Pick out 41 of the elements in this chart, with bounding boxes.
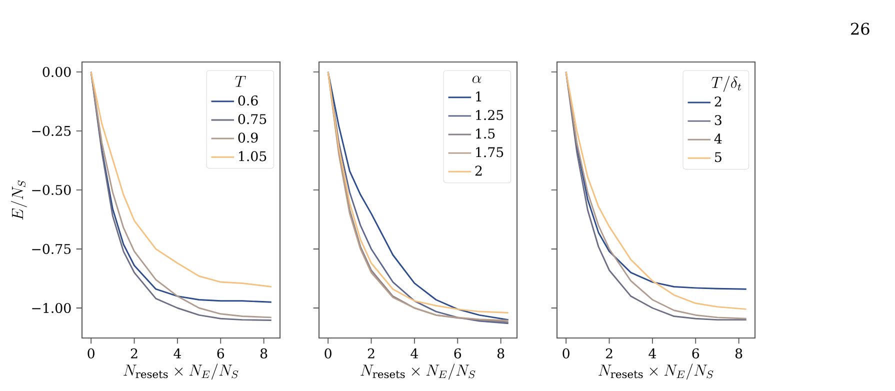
legend-label: 2 xyxy=(475,166,482,176)
x-tick-label: 2 xyxy=(130,348,138,358)
x-axis-title: $N_{\mathrm{resets}} \times N_E/N_S$ xyxy=(360,364,476,380)
legend-title: $T$ xyxy=(235,76,246,87)
legend-label: 0.9 xyxy=(238,132,258,143)
x-tick-label: 2 xyxy=(606,348,612,358)
legend-label: 1.25 xyxy=(476,110,504,120)
y-tick-label: −0.75 xyxy=(32,244,71,254)
x-axis-title: $N_{\mathrm{resets}} \times N_E/N_S$ xyxy=(124,364,238,380)
x-axis-title: $N_{\mathrm{resets}} \times N_E/N_S$ xyxy=(598,364,714,380)
legend-label: 5 xyxy=(715,152,722,162)
legend-label: 1.75 xyxy=(476,147,504,158)
legend-title: $T/\delta_t$ xyxy=(712,76,742,92)
y-tick-label: −0.25 xyxy=(32,126,71,136)
legend-label: 4 xyxy=(714,134,722,144)
x-tick-label: 8 xyxy=(735,348,742,358)
legend-label: 1.5 xyxy=(476,128,495,139)
legend-label: 0.6 xyxy=(238,95,258,106)
x-tick-label: 0 xyxy=(324,348,332,358)
y-axis-title: $E/N_S$ xyxy=(10,180,27,220)
x-tick-label: 2 xyxy=(368,348,374,358)
legend-label: 0.75 xyxy=(238,114,266,124)
x-tick-label: 0 xyxy=(562,348,570,358)
x-tick-label: 8 xyxy=(260,348,268,358)
text: 26 xyxy=(851,22,870,35)
legend-label: 2 xyxy=(714,96,722,106)
legend-label: 1 xyxy=(476,91,482,102)
x-tick-label: 4 xyxy=(410,348,418,358)
y-tick-label: −0.50 xyxy=(32,184,71,195)
legend-label: 3 xyxy=(714,115,722,126)
x-tick-label: 4 xyxy=(648,348,656,358)
x-tick-label: 6 xyxy=(454,348,462,358)
legend-title: $\alpha$ xyxy=(472,76,482,83)
x-tick-label: 0 xyxy=(88,348,94,358)
y-tick-label: 0.00 xyxy=(42,66,71,77)
x-tick-label: 4 xyxy=(174,348,182,358)
x-tick-label: 6 xyxy=(692,348,700,358)
y-tick-label: −1.00 xyxy=(32,302,71,314)
x-tick-label: 8 xyxy=(497,348,504,358)
x-tick-label: 6 xyxy=(217,348,224,358)
legend-label: 1.05 xyxy=(239,151,266,162)
